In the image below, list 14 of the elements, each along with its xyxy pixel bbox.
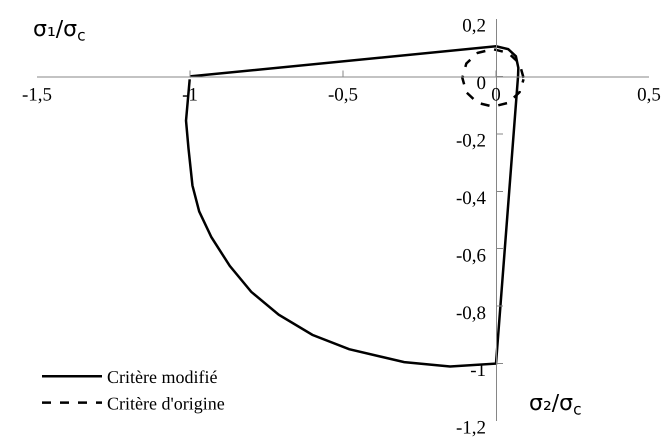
y-tick-label: -0,4 [456, 188, 487, 209]
y-tick-label: -0,2 [456, 130, 486, 152]
y-axis-title: σ₂/σ$_{c}$ [529, 391, 582, 419]
x-tick-label: -1,5 [22, 84, 52, 106]
x-axis-title: σ₁/σ$_{c}$ [33, 17, 86, 45]
y-tick-label: -0,8 [456, 302, 486, 324]
x-tick-label: -0,5 [328, 84, 358, 106]
x-tick-label: 0,5 [637, 84, 661, 106]
legend-label: Critère modifié [107, 367, 218, 388]
y-tick-label: -1,2 [456, 418, 486, 439]
legend-label: Critère d'origine [107, 394, 225, 414]
y-tick-label: -0,6 [456, 245, 486, 266]
y-tick-label: 0,2 [462, 16, 486, 37]
x-tick-label: 0 [491, 84, 501, 106]
